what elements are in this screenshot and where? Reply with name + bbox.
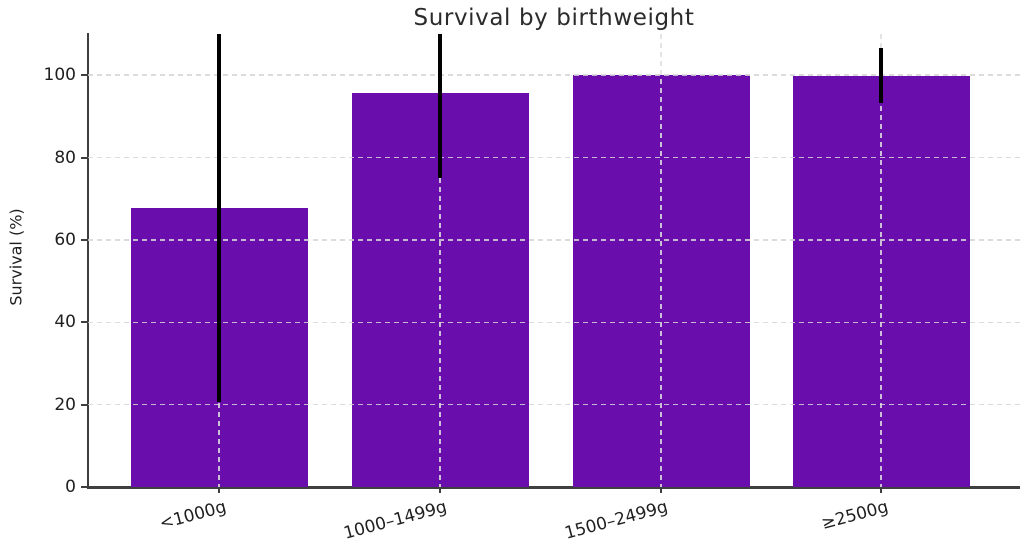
y-axis-spine: [87, 33, 89, 488]
x-tick-4: [880, 488, 882, 493]
x-tick-2: [439, 488, 441, 493]
gridline-h-60: [88, 239, 1020, 241]
x-axis-spine: [87, 486, 1020, 489]
x-tick-label-4: ≥2500g: [819, 497, 891, 534]
y-tick-label-60: 60: [54, 229, 76, 250]
y-tick-label-40: 40: [54, 312, 76, 333]
x-tick-1: [218, 488, 220, 493]
error-bar-1: [217, 34, 221, 403]
y-tick-40: [81, 321, 87, 324]
gridline-h-100: [88, 74, 1020, 76]
y-tick-label-80: 80: [54, 147, 76, 168]
gridline-v-2: [439, 34, 441, 487]
gridline-h-20: [88, 403, 1020, 406]
x-tick-3: [660, 488, 662, 493]
y-tick-20: [81, 403, 87, 406]
chart-title: Survival by birthweight: [413, 5, 695, 31]
gridline-h-40: [88, 321, 1020, 323]
error-bar-4: [879, 48, 883, 104]
y-tick-label-0: 0: [65, 477, 76, 497]
y-axis-label: Survival (%): [6, 208, 26, 306]
gridline-v-4: [880, 34, 882, 487]
gridline-h-80: [88, 156, 1020, 159]
x-tick-label-3: 1500–2499g: [562, 497, 671, 544]
y-tick-60: [81, 238, 87, 241]
y-tick-100: [81, 74, 87, 77]
y-tick-label-100: 100: [43, 65, 76, 86]
x-tick-label-1: <1000g: [157, 497, 229, 534]
error-bar-2: [438, 34, 442, 179]
y-tick-0: [81, 486, 87, 488]
x-tick-label-2: 1000–1499g: [341, 497, 450, 544]
gridline-v-3: [660, 34, 662, 487]
y-tick-80: [81, 156, 87, 159]
y-tick-label-20: 20: [54, 394, 76, 415]
plot-area: [88, 34, 1020, 487]
